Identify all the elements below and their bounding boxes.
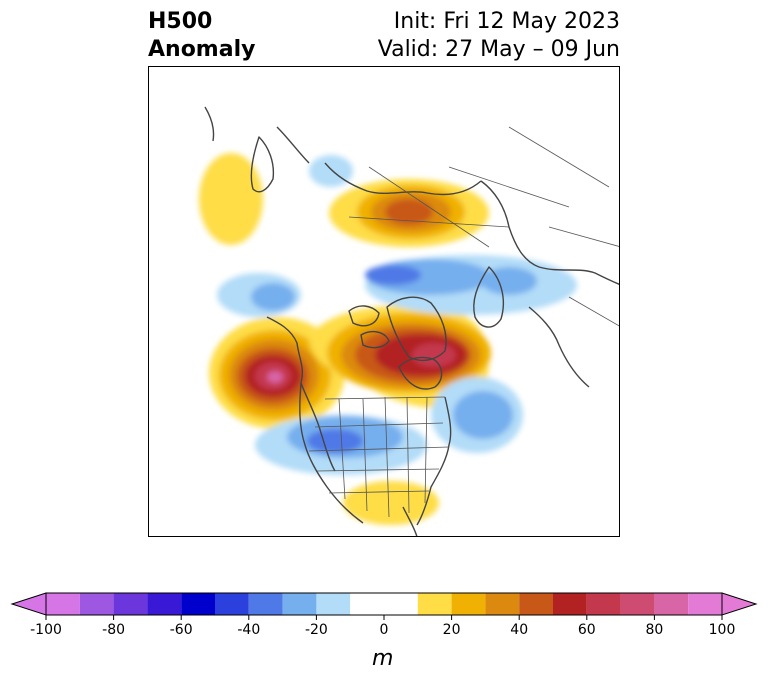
anomaly-ridge-siberia [385, 199, 433, 225]
colorbar-tick-label: -40 [237, 622, 260, 638]
map-title: H500 Anomaly [148, 8, 255, 64]
colorbar-tick-label: -20 [305, 622, 328, 638]
title-line-1: H500 [148, 9, 213, 34]
colorbar-segment [79, 593, 114, 615]
anomaly-trough-arctic [365, 265, 421, 285]
colorbar-tick-label: 60 [578, 622, 596, 638]
anomaly-trough-arctic [481, 267, 537, 295]
init-date: Init: Fri 12 May 2023 [393, 9, 620, 34]
colorbar-tick-label: -80 [102, 622, 125, 638]
coastlines [204, 106, 619, 536]
colorbar-segment [215, 593, 249, 615]
colorbar-segment [113, 593, 148, 615]
colorbar-segment [147, 593, 182, 615]
colorbar-segment [417, 593, 452, 615]
colorbar-segment [553, 593, 587, 615]
colorbar-segment [451, 593, 486, 615]
colorbar-tick-label: 80 [645, 622, 663, 638]
colorbar-extend-max [721, 592, 758, 616]
anomaly-trough-west-atlantic [453, 391, 513, 439]
anomaly-field [199, 153, 577, 525]
colorbar-segment [586, 593, 621, 615]
valid-date-range: Valid: 27 May – 09 Jun [377, 37, 620, 62]
colorbar-segment [316, 593, 351, 615]
colorbar-extend-min [10, 592, 47, 616]
title-line-2: Anomaly [148, 37, 256, 62]
colorbar-segment [248, 593, 283, 615]
colorbar-tick-label: -60 [170, 622, 193, 638]
anomaly-trough-bering [251, 283, 295, 311]
colorbar-tick-label: -100 [30, 622, 62, 638]
colorbar-segment [654, 593, 689, 615]
colorbar-segment [620, 593, 655, 615]
colorbar-segment [282, 593, 317, 615]
colorbar-segment [485, 593, 520, 615]
colorbar-tick-label: 100 [709, 622, 736, 638]
colorbar-tick-label: 20 [443, 622, 461, 638]
anomaly-map [148, 66, 620, 537]
anomaly-ridge-pacific-north [199, 153, 263, 245]
anomaly-ridge-ne-pacific [267, 371, 283, 383]
colorbar-units: m [372, 646, 394, 671]
colorbar: -100 -80 -60 -40 -20 0 20 40 60 80 100 [0, 585, 768, 649]
colorbar-segment [46, 593, 80, 615]
political-borders [308, 126, 619, 518]
anomaly-ridge-north-canada [412, 343, 456, 367]
colorbar-segment [350, 593, 418, 615]
colorbar-segment [519, 593, 553, 615]
anomaly-trough-greenland [309, 155, 353, 187]
colorbar-tick-label: 0 [380, 622, 389, 638]
colorbar-segment [688, 593, 722, 615]
colorbar-segment [181, 593, 215, 615]
colorbar-tick-label: 40 [510, 622, 528, 638]
date-info: Init: Fri 12 May 2023 Valid: 27 May – 09… [378, 8, 620, 64]
